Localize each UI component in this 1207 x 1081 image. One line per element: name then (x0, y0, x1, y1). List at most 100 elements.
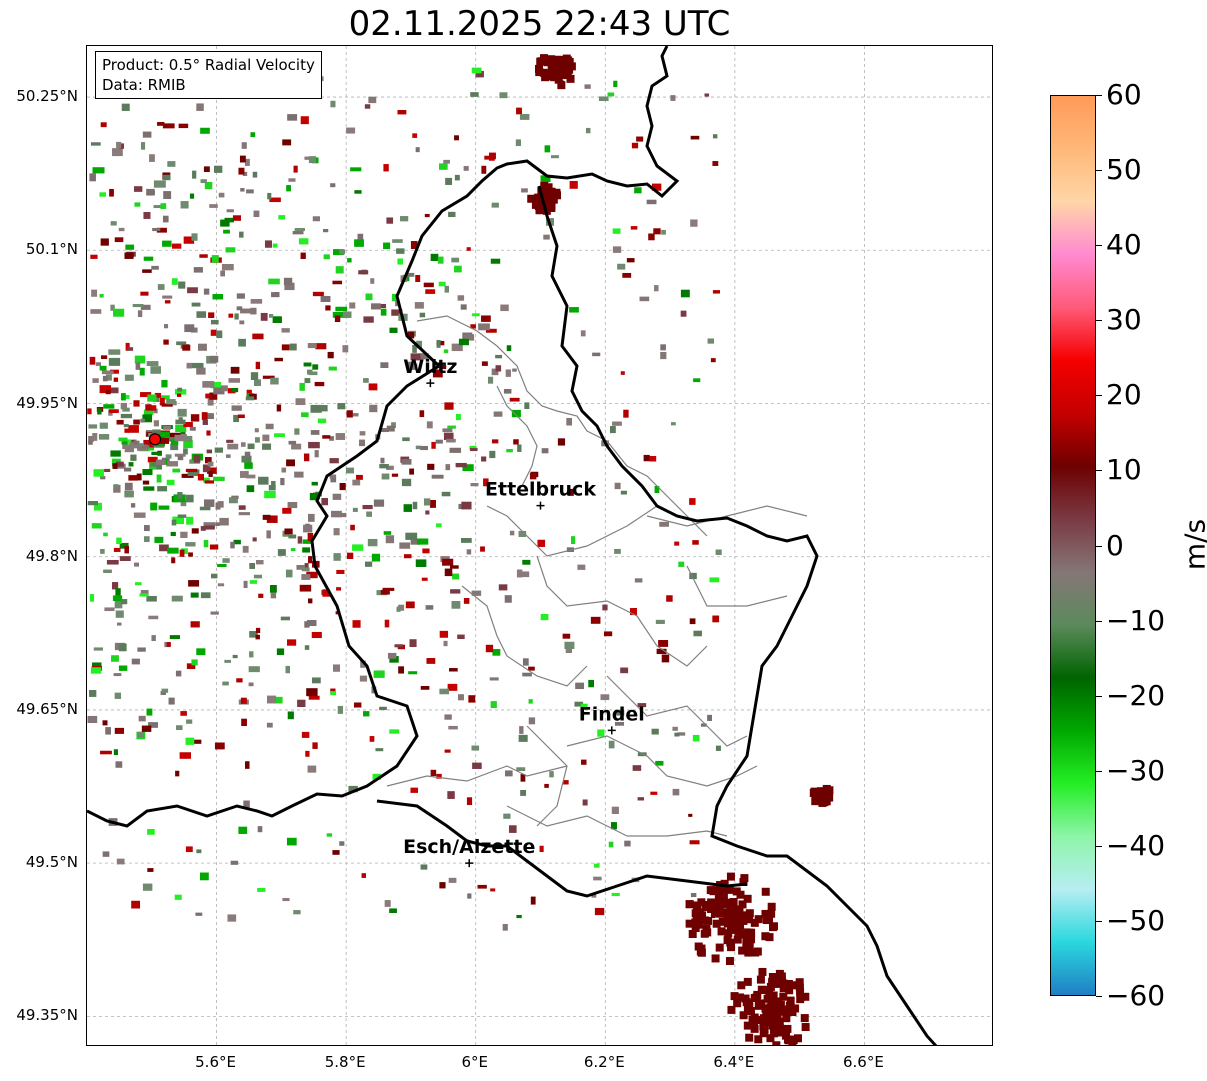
echo-cell (89, 356, 96, 365)
echo-cell (661, 654, 670, 663)
echo-cell (98, 434, 110, 440)
echo-cell (250, 372, 259, 381)
echo-cell (751, 948, 760, 957)
colorbar-tick-mark (1096, 245, 1102, 247)
echo-cell (386, 465, 394, 470)
echo-cell (330, 688, 336, 694)
radar-map[interactable]: Wiltz Ettelbruck Findel Esch/Alzette (86, 45, 993, 1046)
echo-cell (140, 142, 146, 150)
echo-cell (383, 242, 391, 250)
echo-cell (455, 462, 467, 468)
echo-cell (248, 666, 260, 673)
colorbar-tick-label: −10 (1106, 603, 1166, 637)
echo-cell (337, 705, 344, 714)
echo-cell (779, 984, 788, 993)
echo-cell (186, 362, 193, 369)
echo-cell (147, 868, 154, 872)
echo-cell (174, 894, 182, 900)
echo-cell (722, 898, 731, 907)
echo-cell (257, 826, 263, 833)
echo-cell (294, 428, 300, 435)
echo-cell (754, 1001, 763, 1010)
echo-cell (389, 327, 398, 333)
echo-cell (427, 463, 435, 470)
echo-cell (636, 136, 644, 142)
echo-cell (356, 474, 363, 480)
echo-cell (409, 639, 417, 648)
echo-cell (162, 425, 171, 430)
echo-cell (250, 299, 263, 304)
echo-cell (626, 258, 635, 263)
echo-cell (357, 233, 364, 240)
echo-cell (288, 534, 297, 539)
echo-cell (610, 822, 617, 830)
colorbar-tick-label: 10 (1106, 453, 1142, 487)
echo-cell (187, 287, 198, 294)
echo-cell (825, 793, 834, 802)
echo-cell (352, 413, 359, 417)
colorbar-tick-label: 0 (1106, 528, 1124, 562)
echo-cell (274, 696, 283, 704)
echo-cell (285, 569, 293, 578)
echo-cell (241, 142, 247, 149)
echo-cell (362, 504, 373, 510)
echo-cell (697, 898, 706, 907)
echo-cell (238, 512, 251, 516)
echo-cell (208, 471, 213, 477)
echo-cell (509, 530, 515, 536)
echo-cell (712, 615, 720, 623)
echo-cell (220, 385, 228, 392)
echo-cell (816, 792, 825, 801)
echo-cell (607, 92, 615, 97)
echo-cell (770, 1029, 779, 1038)
echo-cell (420, 353, 429, 360)
echo-cell (498, 584, 508, 591)
echo-cell (114, 727, 125, 734)
echo-cell (204, 457, 212, 464)
echo-cell (310, 404, 322, 413)
echo-cell (231, 387, 239, 393)
echo-cell (205, 393, 213, 399)
echo-cell (210, 611, 219, 615)
echo-cell (375, 748, 384, 752)
echo-cell (134, 562, 140, 567)
echo-cell (702, 903, 711, 912)
echo-cell (761, 985, 770, 994)
echo-cell (307, 620, 317, 627)
echo-cell (447, 425, 456, 429)
echo-cell (337, 403, 346, 410)
echo-cell (260, 312, 268, 321)
echo-cell (89, 690, 97, 697)
echo-cell (220, 270, 225, 277)
echo-cell (209, 392, 218, 400)
echo-cell (90, 254, 98, 259)
echo-cell (100, 548, 105, 554)
echo-cell (733, 912, 742, 921)
echo-cell (730, 992, 739, 1001)
echo-cell (614, 482, 621, 490)
echo-cell (287, 711, 294, 720)
map-canvas[interactable]: Wiltz Ettelbruck Findel Esch/Alzette (87, 46, 993, 1046)
echo-cell (174, 389, 187, 395)
echo-cell (670, 95, 676, 101)
echo-cell (217, 583, 225, 587)
echo-cell (620, 490, 627, 495)
echo-cell (125, 342, 130, 351)
echo-cell (281, 344, 290, 351)
echo-cell (294, 228, 305, 232)
echo-cell (771, 1020, 780, 1029)
echo-cell (236, 678, 243, 683)
echo-cell (672, 788, 680, 796)
echo-cell (164, 435, 176, 442)
echo-cell (387, 652, 397, 659)
echo-cell (289, 343, 297, 351)
echo-cell (257, 887, 266, 892)
colorbar-tick-mark (1096, 770, 1102, 772)
echo-cell (198, 362, 204, 370)
echo-cell (461, 501, 472, 510)
echo-cell (323, 228, 329, 233)
echo-cell (290, 548, 296, 552)
echo-cell (685, 900, 694, 909)
echo-cell (650, 791, 658, 795)
colorbar-tick-mark (1096, 95, 1102, 96)
